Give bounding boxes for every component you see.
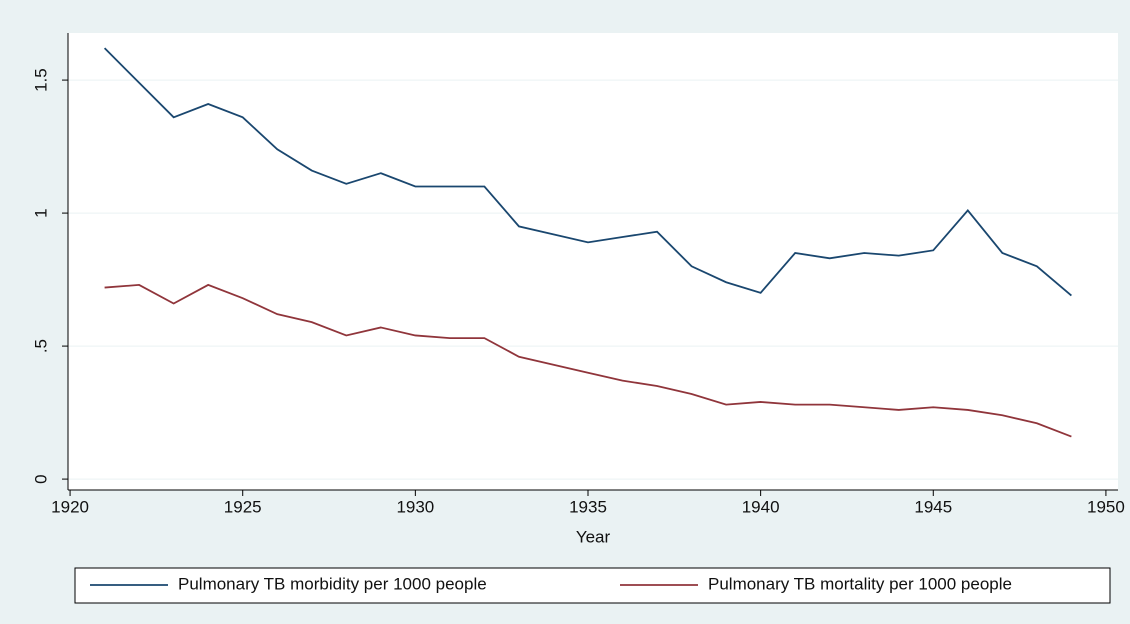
y-tick-label: 0 xyxy=(31,474,50,483)
series-line xyxy=(104,283,1072,438)
series-line xyxy=(103,47,1072,297)
x-tick-label: 1920 xyxy=(51,497,89,516)
legend xyxy=(74,567,1111,604)
plot-area xyxy=(68,33,1118,490)
legend-label: Pulmonary TB mortality per 1000 people xyxy=(708,574,1012,593)
x-tick-label: 1945 xyxy=(914,497,952,516)
y-tick-label: 1.5 xyxy=(31,68,50,92)
y-tick-label: 1 xyxy=(31,208,50,217)
x-axis-title: Year xyxy=(576,527,611,546)
x-tick-label: 1950 xyxy=(1087,497,1125,516)
legend-label: Pulmonary TB morbidity per 1000 people xyxy=(178,574,487,593)
x-tick-label: 1940 xyxy=(742,497,780,516)
x-tick-label: 1930 xyxy=(396,497,434,516)
x-tick-label: 1925 xyxy=(224,497,262,516)
y-tick-label: .5 xyxy=(31,339,50,353)
x-tick-label: 1935 xyxy=(569,497,607,516)
